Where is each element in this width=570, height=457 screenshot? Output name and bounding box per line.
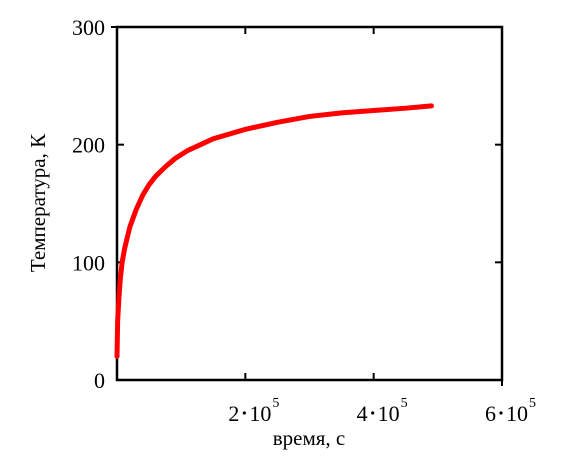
multiply-dot bbox=[371, 411, 375, 415]
x-tick-base: 10 bbox=[378, 401, 400, 426]
y-tick-label: 200 bbox=[72, 133, 105, 158]
series-line bbox=[114, 103, 434, 359]
ticks-layer bbox=[111, 26, 503, 386]
x-axis-label: время, с bbox=[273, 426, 346, 450]
multiply-dot bbox=[242, 411, 246, 415]
y-tick-label: 0 bbox=[94, 368, 105, 393]
y-tick-label: 100 bbox=[72, 250, 105, 275]
x-tick-exponent: 5 bbox=[529, 396, 536, 411]
x-tick-exponent: 5 bbox=[401, 396, 408, 411]
x-tick-base: 10 bbox=[249, 401, 271, 426]
multiply-dot bbox=[499, 411, 503, 415]
x-tick-label: 4 10 5 bbox=[357, 396, 408, 426]
x-tick-mantissa: 4 bbox=[357, 401, 368, 426]
plot-area-frame bbox=[115, 25, 504, 382]
x-tick-exponent: 5 bbox=[272, 396, 279, 411]
series-layer bbox=[114, 103, 434, 359]
y-axis-label: Температура, К bbox=[26, 133, 50, 272]
x-tick-label: 6 10 5 bbox=[485, 396, 536, 426]
y-tick-label: 300 bbox=[72, 15, 105, 40]
x-tick-mantissa: 6 bbox=[485, 401, 496, 426]
x-tick-base: 10 bbox=[506, 401, 528, 426]
x-tick-label: 2 10 5 bbox=[228, 396, 279, 426]
x-tick-mantissa: 2 bbox=[228, 401, 239, 426]
